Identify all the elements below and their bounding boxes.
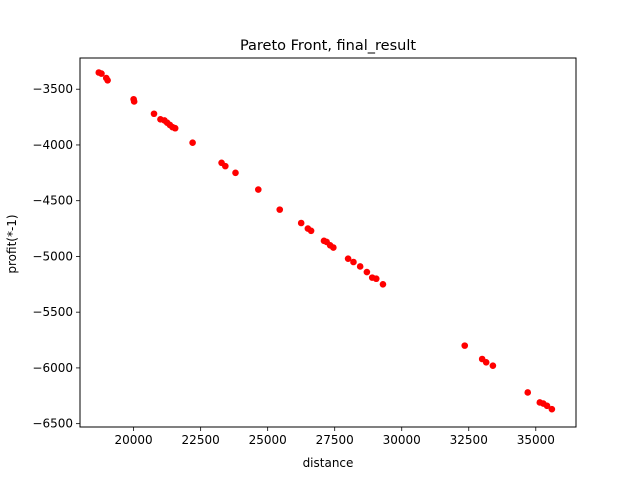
plot-area-frame (79, 57, 577, 428)
data-point (232, 169, 239, 177)
data-points (95, 69, 556, 413)
data-point (356, 263, 364, 270)
x-tick-label: 20000 (115, 433, 153, 447)
data-point (489, 362, 497, 369)
data-point (276, 206, 284, 213)
data-point (524, 389, 532, 396)
data-point (171, 124, 179, 132)
x-axis-ticks: 20000 22500 25000 27500 30000 32500 35000 (115, 427, 555, 447)
data-point (104, 76, 111, 84)
data-point (350, 258, 357, 266)
data-point (363, 268, 371, 276)
y-axis-ticks: −3500 −4000 −4500 −5000 −5500 −6000 −6500 (32, 82, 80, 431)
x-tick-label: 35000 (517, 433, 555, 447)
data-point (98, 70, 105, 77)
data-point (330, 244, 337, 251)
data-point (548, 405, 556, 413)
y-tick-label: −3500 (32, 82, 73, 96)
data-point (307, 227, 315, 235)
x-tick-label: 25000 (249, 433, 287, 447)
x-axis-label: distance (303, 456, 354, 470)
chart-title: Pareto Front, final_result (240, 38, 416, 54)
data-point (543, 402, 551, 410)
data-point (379, 281, 387, 288)
y-tick-label: −5500 (32, 305, 73, 319)
data-point (344, 255, 352, 262)
x-tick-label: 30000 (383, 433, 421, 447)
y-tick-label: −4500 (32, 194, 73, 208)
y-tick-label: −4000 (32, 138, 73, 152)
y-tick-label: −5000 (32, 249, 73, 263)
x-tick-label: 32500 (450, 433, 488, 447)
y-tick-label: −6000 (32, 361, 73, 375)
y-axis-label: profit(*-1) (5, 214, 19, 273)
data-point (189, 139, 196, 147)
data-point (254, 186, 262, 193)
data-point (461, 342, 469, 349)
data-point (482, 359, 490, 366)
data-point (297, 219, 305, 227)
data-point (150, 110, 158, 118)
data-point (222, 162, 229, 170)
data-point (130, 98, 138, 105)
x-tick-label: 27500 (316, 433, 354, 447)
data-point (372, 275, 380, 283)
y-tick-label: −6500 (32, 417, 73, 431)
x-tick-label: 22500 (182, 433, 220, 447)
